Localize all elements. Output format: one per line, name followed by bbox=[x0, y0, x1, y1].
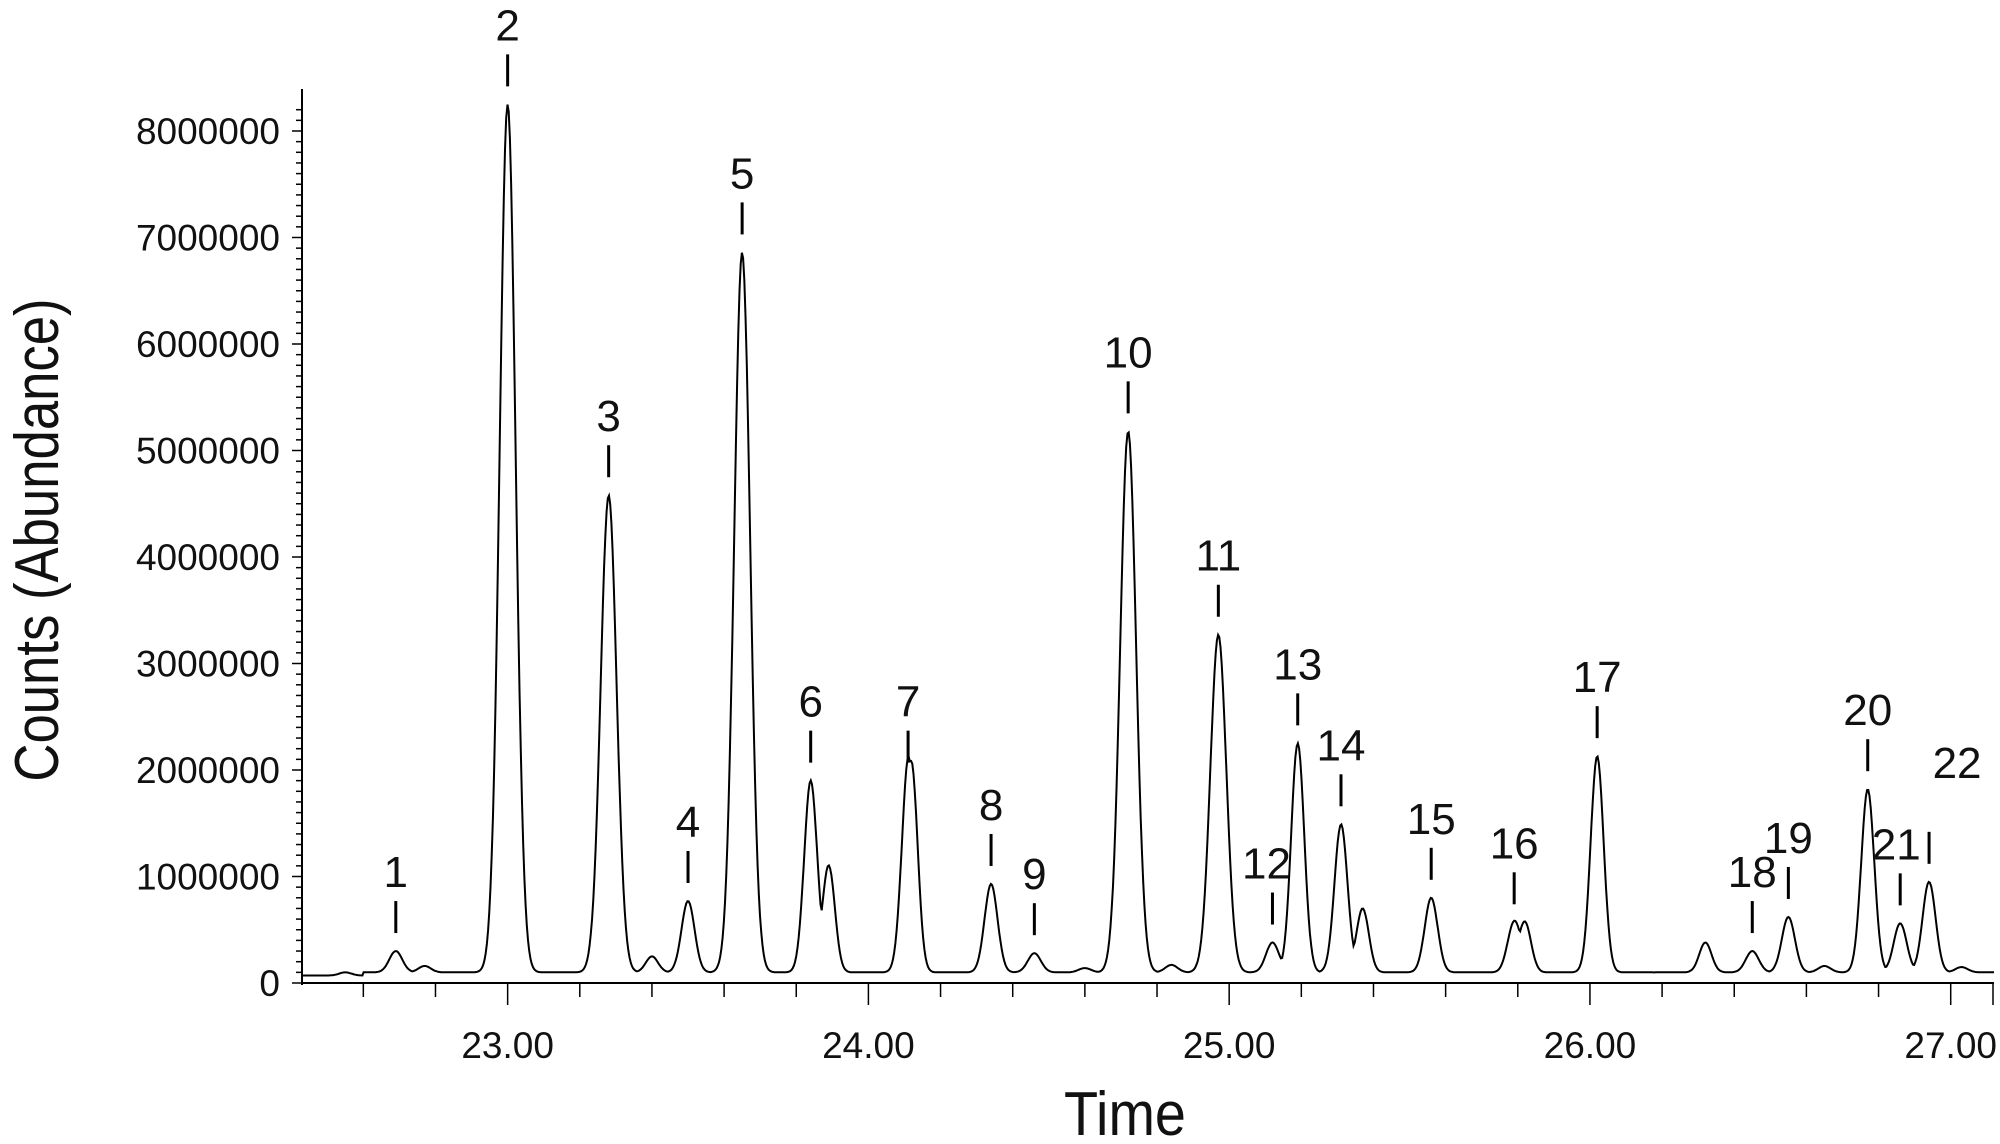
peak-label: 9 bbox=[1022, 850, 1046, 899]
y-axis: 0 1000000 2000000 3000000 4000000 5000000 6000… bbox=[136, 89, 303, 1004]
x-tick-label: 24.00 bbox=[822, 1025, 915, 1066]
peak-label: 3 bbox=[596, 392, 620, 441]
peak-label: 17 bbox=[1573, 653, 1622, 702]
y-tick-label: 3000000 bbox=[136, 644, 280, 685]
x-axis-title: Time bbox=[1064, 1080, 1186, 1144]
y-tick-label: 6000000 bbox=[136, 324, 280, 365]
peak-label: 5 bbox=[730, 149, 754, 198]
peak-label: 7 bbox=[896, 678, 920, 727]
peak-label: 6 bbox=[798, 678, 822, 727]
peak-label: 22 bbox=[1933, 739, 1982, 788]
y-tick-label: 7000000 bbox=[136, 218, 280, 259]
x-tick-label: 23.00 bbox=[461, 1025, 554, 1066]
peak-label: 15 bbox=[1407, 795, 1456, 844]
y-tick-label: 4000000 bbox=[136, 537, 280, 578]
peak-label: 21 bbox=[1872, 820, 1921, 869]
x-tick-label: 27.00 bbox=[1904, 1025, 1997, 1066]
peak-label: 20 bbox=[1843, 686, 1892, 735]
peak-label: 18 bbox=[1728, 848, 1777, 897]
peak-label: 19 bbox=[1764, 814, 1813, 863]
y-axis-title: Counts (Abundance) bbox=[3, 298, 72, 781]
peak-label: 4 bbox=[676, 798, 700, 847]
y-tick-label: 8000000 bbox=[136, 111, 280, 152]
peak-label: 11 bbox=[1196, 532, 1242, 581]
y-tick-label: 0 bbox=[259, 963, 280, 1004]
y-tick-label: 5000000 bbox=[136, 431, 280, 472]
x-tick-label: 26.00 bbox=[1544, 1025, 1637, 1066]
peak-label: 2 bbox=[495, 1, 519, 50]
peak-label: 16 bbox=[1490, 819, 1539, 868]
peak-label: 8 bbox=[979, 781, 1003, 830]
peak-label: 1 bbox=[384, 848, 408, 897]
x-axis: 23.00 24.00 25.00 26.00 27.00 bbox=[302, 982, 1997, 1066]
peak-label: 10 bbox=[1104, 328, 1153, 377]
y-tick-label: 1000000 bbox=[136, 857, 280, 898]
peak-label: 14 bbox=[1317, 721, 1366, 770]
y-tick-label: 2000000 bbox=[136, 750, 280, 791]
peak-label: 13 bbox=[1273, 640, 1322, 689]
x-tick-label: 25.00 bbox=[1183, 1025, 1276, 1066]
peak-label: 12 bbox=[1242, 840, 1291, 889]
chromatogram-trace bbox=[302, 104, 1994, 977]
